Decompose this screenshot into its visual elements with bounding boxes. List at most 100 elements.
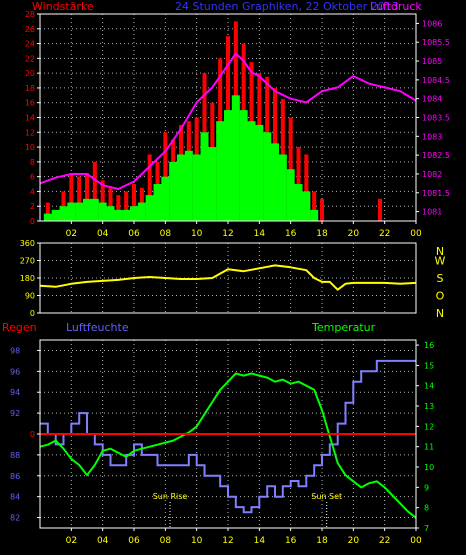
- hour-label: 14: [254, 229, 266, 239]
- wind-average-bar: [122, 209, 131, 221]
- wind-y-tick-label: 18: [25, 84, 35, 93]
- wind-average-bar: [310, 209, 319, 221]
- wind-average-bar: [263, 132, 272, 221]
- hour-label: 22: [379, 536, 390, 546]
- wind-gust-bar: [92, 161, 97, 221]
- direction-tick-label: 360: [20, 239, 35, 248]
- pressure-tick-label: 1082.5: [422, 151, 450, 160]
- wind-average-bar: [51, 209, 60, 221]
- pressure-tick-label: 1085.5: [422, 38, 450, 47]
- pressure-tick-label: 1083: [422, 132, 442, 141]
- hour-label: 08: [160, 229, 172, 239]
- humidity-tick-label: 82: [10, 514, 20, 523]
- compass-letter: N: [436, 307, 444, 320]
- wind-y-tick-label: 22: [25, 54, 35, 63]
- hour-label: 20: [348, 229, 360, 239]
- pressure-tick-label: 1084: [422, 95, 442, 104]
- humidity-tick-label: 98: [10, 346, 20, 355]
- hour-label: 16: [285, 229, 297, 239]
- hour-label: 08: [160, 536, 172, 546]
- hour-label: 18: [316, 536, 328, 546]
- header-center-title: 24 Stunden Graphiken, 22 Oktober 2013: [175, 0, 399, 13]
- sun-annotation: Sun Rise: [153, 492, 188, 501]
- pressure-tick-label: 1081.5: [422, 189, 450, 198]
- compass-letter: S: [437, 272, 444, 285]
- humidity-tick-label: 84: [10, 493, 20, 502]
- hour-label: 00: [410, 229, 422, 239]
- direction-tick-label: 180: [20, 274, 35, 283]
- temperature-tick-label: 13: [424, 402, 434, 411]
- humidity-tick-label: 94: [10, 388, 20, 397]
- wind-average-bar: [67, 202, 76, 221]
- temperature-tick-label: 16: [424, 341, 434, 350]
- pressure-tick-label: 1083.5: [422, 114, 450, 123]
- hour-label: 06: [128, 229, 140, 239]
- sun-annotation: Sun Set: [311, 492, 342, 501]
- wind-average-bar: [231, 95, 240, 221]
- humidity-tick-label: 88: [10, 451, 20, 460]
- rain-tick-label: 0: [30, 430, 35, 439]
- hour-label: 04: [97, 536, 109, 546]
- wind-average-bar: [200, 132, 209, 221]
- wind-average-bar: [271, 143, 279, 221]
- wind-average-bar: [192, 154, 201, 221]
- pressure-tick-label: 1082: [422, 170, 442, 179]
- hour-label: 04: [97, 229, 109, 239]
- wind-y-tick-label: 24: [25, 40, 35, 49]
- wind-y-tick-label: 12: [25, 128, 35, 137]
- hour-label: 14: [254, 536, 266, 546]
- wind-average-bar: [169, 161, 178, 221]
- wind-average-bar: [224, 110, 232, 221]
- humidity-temperature-panel: Regen Luftfeuchte Temperatur Sun Rise Sun Se…: [2, 321, 434, 546]
- wind-gust-bar: [100, 180, 105, 221]
- temperature-tick-label: 14: [424, 382, 434, 391]
- header-left-title: Windstärke: [32, 0, 94, 13]
- hour-label: 06: [128, 536, 140, 546]
- wind-y-tick-label: 8: [30, 158, 35, 167]
- wind-average-bar: [59, 206, 68, 221]
- pressure-line: [39, 52, 417, 190]
- wind-y-tick-label: 4: [30, 187, 35, 196]
- temperature-tick-label: 12: [424, 422, 434, 431]
- wind-y-tick-label: 0: [30, 217, 35, 226]
- wind-gust-bar: [304, 154, 309, 221]
- wind-gust-bar: [147, 154, 152, 221]
- temperature-tick-label: 10: [424, 463, 434, 472]
- wind-average-bar: [216, 121, 225, 221]
- humidity-tick-label: 92: [10, 409, 20, 418]
- hour-label: 00: [410, 536, 422, 546]
- wind-y-tick-label: 20: [25, 69, 35, 78]
- wind-y-tick-label: 10: [25, 143, 35, 152]
- wind-average-bar: [161, 176, 170, 221]
- compass-letter: W: [435, 255, 446, 268]
- wind-average-bar: [83, 198, 91, 221]
- pressure-tick-label: 1086: [422, 19, 442, 28]
- wind-gust-bar: [132, 184, 136, 221]
- compass-letter: O: [436, 290, 445, 303]
- pressure-tick-label: 1084.5: [422, 76, 450, 85]
- temperature-line: [39, 372, 417, 519]
- wind-gust-bar: [320, 198, 324, 221]
- hour-label: 16: [285, 536, 297, 546]
- wind-average-bar: [278, 154, 287, 221]
- hour-label: 12: [222, 536, 233, 546]
- hour-label: 20: [348, 536, 360, 546]
- humidity-tick-label: 86: [10, 472, 20, 481]
- wind-average-bar: [137, 202, 146, 221]
- wind-gust-bar: [116, 195, 121, 221]
- temperature-tick-label: 8: [424, 504, 429, 513]
- wind-average-bar: [153, 184, 162, 221]
- hour-label: 02: [66, 536, 77, 546]
- wind-gust-bar: [77, 176, 82, 221]
- wind-average-bar: [247, 121, 256, 221]
- temperature-title: Temperatur: [311, 321, 376, 334]
- wind-average-bar: [106, 206, 115, 221]
- humidity-tick-label: 96: [10, 367, 20, 376]
- wind-average-bar: [239, 110, 248, 221]
- temperature-tick-label: 7: [424, 524, 429, 533]
- wind-y-tick-label: 16: [25, 99, 35, 108]
- wind-gust-bar: [108, 187, 113, 221]
- wind-y-tick-label: 14: [25, 114, 35, 123]
